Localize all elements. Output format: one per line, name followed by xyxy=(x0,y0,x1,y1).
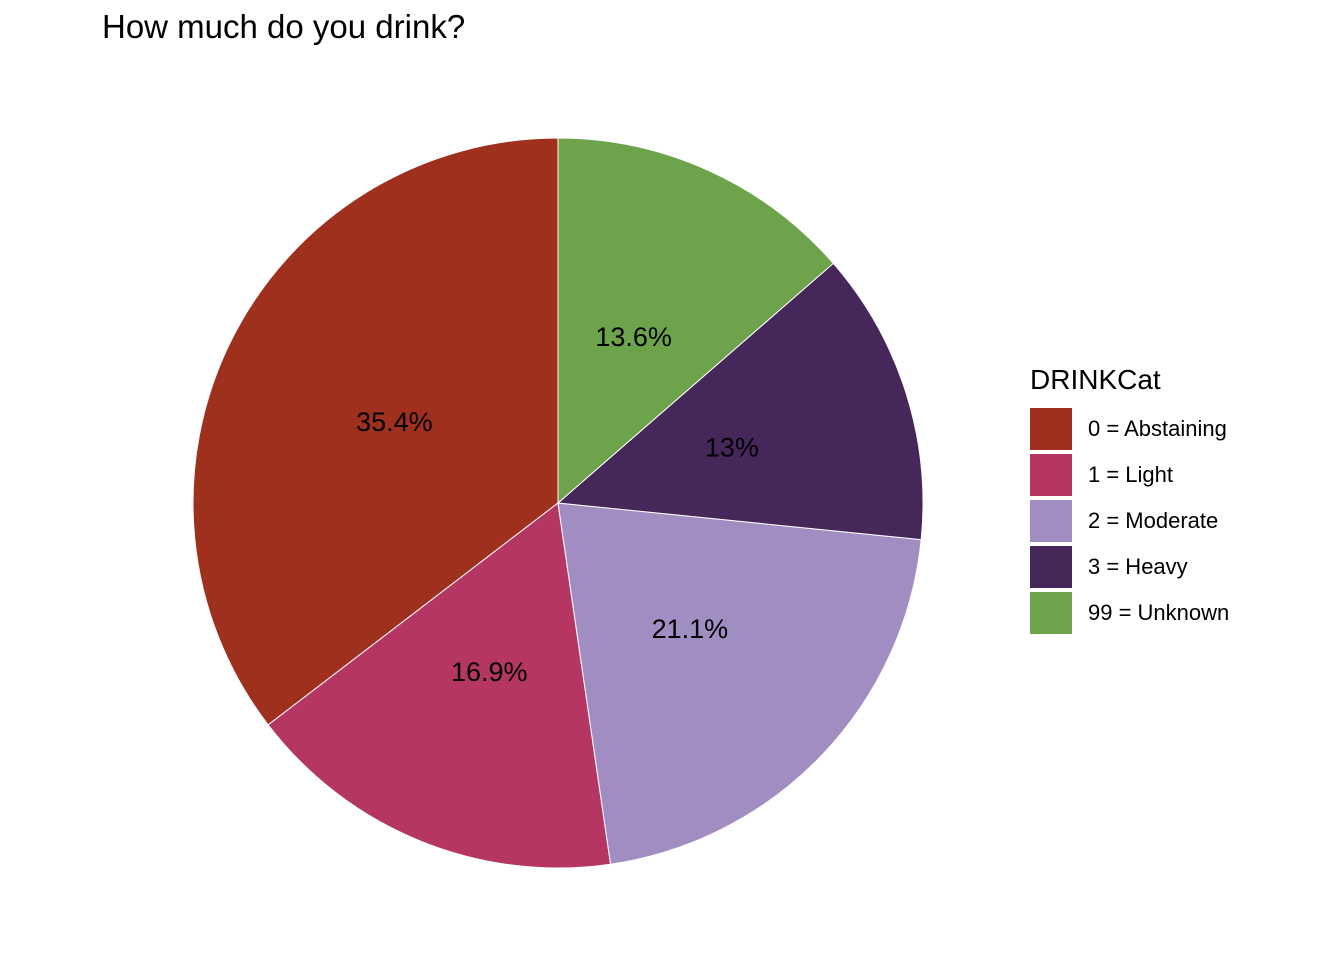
pie-slice-1-light xyxy=(267,502,612,869)
slice-label-1-light: 16.9% xyxy=(451,657,528,687)
pie-slice-2-moderate xyxy=(557,502,922,865)
legend: DRINKCat 0 = Abstaining 1 = Light 2 = Mode… xyxy=(1030,364,1229,636)
legend-swatch xyxy=(1030,500,1072,542)
pie-slice-99-unknown xyxy=(557,137,835,505)
legend-item-3-heavy: 3 = Heavy xyxy=(1030,544,1229,590)
slice-label-99-unknown: 13.6% xyxy=(595,322,672,352)
slice-label-0-abstaining: 35.4% xyxy=(356,407,433,437)
legend-item-1-light: 1 = Light xyxy=(1030,452,1229,498)
legend-swatch xyxy=(1030,408,1072,450)
pie-slice-3-heavy xyxy=(556,262,924,541)
chart-title: How much do you drink? xyxy=(102,8,466,45)
legend-item-0-abstaining: 0 = Abstaining xyxy=(1030,406,1229,452)
legend-item-2-moderate: 2 = Moderate xyxy=(1030,498,1229,544)
legend-label: 0 = Abstaining xyxy=(1088,416,1227,441)
legend-items: 0 = Abstaining 1 = Light 2 = Moderate 3 = H… xyxy=(1030,406,1229,636)
legend-swatch xyxy=(1030,592,1072,634)
legend-label: 2 = Moderate xyxy=(1088,508,1219,533)
slice-label-3-heavy: 13% xyxy=(705,433,759,463)
pie-slices xyxy=(192,137,924,869)
legend-label: 3 = Heavy xyxy=(1088,554,1188,579)
slice-label-2-moderate: 21.1% xyxy=(652,614,729,644)
legend-swatch xyxy=(1030,454,1072,496)
legend-item-99-unknown: 99 = Unknown xyxy=(1030,590,1229,636)
legend-title: DRINKCat xyxy=(1030,364,1161,395)
legend-label: 1 = Light xyxy=(1088,462,1174,487)
legend-label: 99 = Unknown xyxy=(1088,600,1230,625)
pie-slice-0-abstaining xyxy=(192,137,559,726)
legend-swatch xyxy=(1030,546,1072,588)
pie-labels: 35.4% 16.9% 21.1% 13% 13.6% xyxy=(356,322,759,687)
